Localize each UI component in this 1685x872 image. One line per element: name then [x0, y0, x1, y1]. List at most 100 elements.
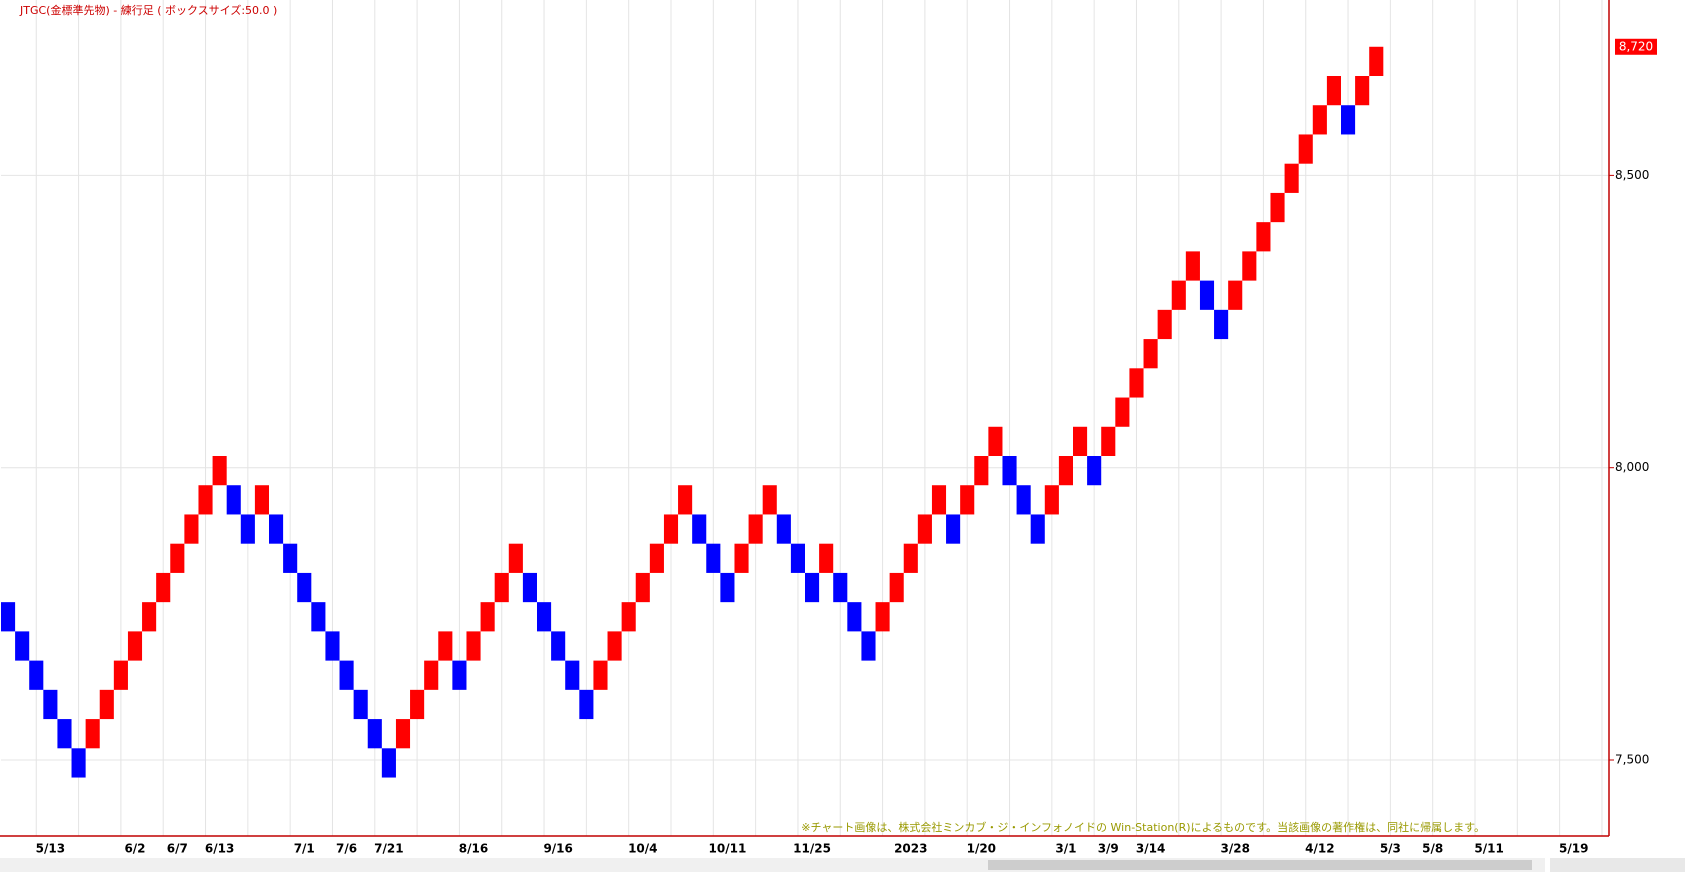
x-tick-label: 1/20	[967, 842, 996, 856]
brick	[1129, 368, 1144, 398]
x-tick-label: 6/2	[124, 842, 145, 856]
brick	[43, 689, 58, 720]
brick	[1199, 280, 1215, 310]
y-tick-label: 8,000	[1615, 460, 1649, 474]
brick	[1256, 222, 1271, 252]
brick	[819, 543, 834, 573]
brick	[790, 543, 805, 573]
x-tick-label: 7/21	[374, 842, 403, 856]
y-tick-label: 7,500	[1615, 753, 1649, 767]
brick	[522, 572, 537, 603]
y-tick-label: 8,500	[1615, 168, 1649, 182]
brick	[1101, 426, 1116, 456]
brick	[170, 543, 185, 573]
x-tick-label: 4/12	[1305, 842, 1334, 856]
brick	[353, 689, 368, 720]
brick	[692, 514, 707, 544]
brick	[875, 602, 890, 632]
brick	[1115, 397, 1130, 427]
scrollbar	[0, 858, 1685, 872]
brick	[395, 719, 411, 749]
last-price-label: 8,720	[1619, 39, 1653, 53]
x-tick-label: 5/3	[1380, 842, 1401, 856]
brick	[283, 543, 298, 573]
brick	[635, 572, 650, 603]
brick	[1228, 280, 1243, 310]
brick	[1185, 251, 1200, 281]
brick	[29, 660, 44, 690]
brick	[1002, 456, 1017, 486]
brick	[663, 514, 679, 544]
brick	[269, 514, 284, 544]
brick	[1214, 309, 1229, 340]
copyright-note: ※チャート画像は、株式会社ミンカブ・ジ・インフォノイドの Win-Station…	[801, 820, 1485, 834]
brick	[946, 514, 961, 544]
brick	[621, 602, 636, 632]
brick	[889, 572, 904, 603]
x-tick-label: 2023	[894, 842, 927, 856]
x-tick-label: 6/7	[167, 842, 188, 856]
x-tick-label: 5/8	[1422, 842, 1443, 856]
brick	[452, 660, 467, 690]
brick	[917, 514, 932, 544]
brick	[833, 572, 848, 603]
brick	[1073, 426, 1088, 456]
brick	[410, 689, 425, 720]
brick	[466, 631, 481, 661]
brick	[1369, 46, 1384, 76]
x-tick-label: 7/6	[336, 842, 357, 856]
brick	[734, 543, 749, 573]
brick	[762, 485, 777, 515]
x-tick-label: 3/14	[1136, 842, 1165, 856]
brick	[1242, 251, 1257, 281]
brick	[480, 602, 495, 632]
brick	[551, 631, 566, 661]
x-tick-label: 3/9	[1098, 842, 1119, 856]
x-tick-label: 5/11	[1474, 842, 1503, 856]
brick	[847, 602, 862, 632]
brick	[212, 456, 227, 486]
brick	[1, 602, 16, 632]
brick	[71, 748, 86, 778]
brick	[127, 631, 143, 661]
brick	[861, 631, 876, 661]
brick	[57, 719, 72, 749]
brick	[198, 485, 213, 515]
brick	[297, 572, 312, 603]
brick	[649, 543, 664, 573]
brick	[15, 631, 30, 661]
brick	[438, 631, 453, 661]
brick	[537, 602, 552, 632]
chart-title: JTGC(金標準先物) - 練行足 ( ボックスサイズ:50.0 )	[19, 3, 277, 17]
scroll-thumb[interactable]	[988, 860, 1532, 870]
brick	[931, 485, 947, 515]
brick	[1298, 134, 1313, 164]
x-tick-label: 10/4	[628, 842, 657, 856]
x-tick-label: 3/1	[1055, 842, 1076, 856]
brick	[1143, 339, 1158, 369]
x-tick-label: 5/13	[36, 842, 65, 856]
brick	[113, 660, 128, 690]
brick	[1355, 76, 1370, 106]
brick	[184, 514, 199, 544]
brick	[1312, 105, 1327, 135]
brick	[156, 572, 171, 603]
brick	[607, 631, 622, 661]
brick	[142, 602, 157, 632]
brick	[99, 689, 114, 720]
x-tick-label: 10/11	[709, 842, 747, 856]
brick	[1157, 309, 1172, 340]
brick	[226, 485, 241, 515]
brick	[1030, 514, 1045, 544]
brick	[1284, 163, 1299, 193]
brick	[367, 719, 382, 749]
x-tick-label: 11/25	[793, 842, 831, 856]
grid	[1, 0, 1609, 836]
brick	[805, 572, 820, 603]
brick	[311, 602, 326, 632]
zoom-control[interactable]	[1550, 858, 1685, 872]
brick	[974, 456, 989, 486]
x-tick-label: 3/28	[1220, 842, 1249, 856]
brick	[748, 514, 763, 544]
